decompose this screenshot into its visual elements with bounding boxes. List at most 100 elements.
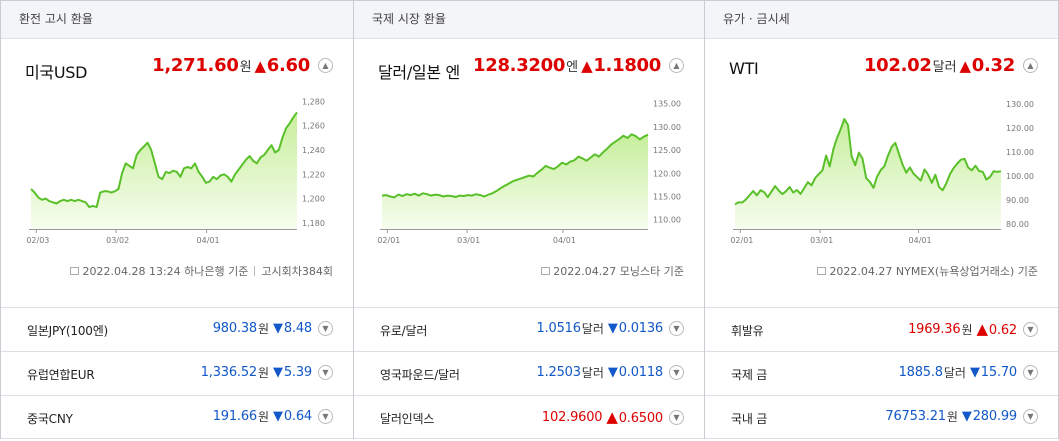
x-tick-label: 04/01 xyxy=(553,236,576,245)
document-icon xyxy=(817,267,827,275)
quote-name[interactable]: 휘발유 xyxy=(731,324,764,338)
source-note: 2022.04.28 13:24 하나은행 기준 고시회차384회 xyxy=(70,263,333,279)
quote-name[interactable]: 국내 금 xyxy=(731,412,768,426)
divider xyxy=(254,266,256,276)
quote-unit: 달러 xyxy=(943,366,966,380)
quote-name[interactable]: 국제 금 xyxy=(731,368,768,382)
y-tick-label: 120.00 xyxy=(1006,124,1034,133)
quote-value: 76753.21 xyxy=(885,409,946,424)
down-triangle-icon: ▼ xyxy=(961,409,972,424)
chevron-up-icon[interactable]: ▲ xyxy=(1023,58,1038,73)
y-tick-label: 80.00 xyxy=(1006,220,1029,229)
quote-list: 유로/달러 1.0516 달러 ▼ 0.0136 ▼ 영국파운드/달러 1.250… xyxy=(354,307,704,439)
chart-wti: 80.00 90.00 100.00 110.00 120.00 130.00 02/01 0… xyxy=(730,100,1034,245)
up-triangle-icon: ▲ xyxy=(581,57,593,75)
quote-name[interactable]: 달러인덱스 xyxy=(380,412,435,426)
list-item[interactable]: 유럽연합EUR 1,336.52 원 ▼5.39 ▼ xyxy=(1,351,353,395)
main-quote-row[interactable]: 미국USD 1,271.60 원 ▲6.60 ▲ xyxy=(1,53,353,85)
list-item[interactable]: 중국CNY 191.66 원 ▼0.64 ▼ xyxy=(1,395,353,439)
quote-name[interactable]: 일본JPY(100엔) xyxy=(27,324,109,338)
list-item[interactable]: 휘발유 1969.36 원 ▲0.62 ▼ xyxy=(705,307,1058,351)
x-tick-label: 02/03 xyxy=(26,236,49,245)
chevron-down-icon[interactable]: ▼ xyxy=(318,409,333,424)
quote-unit: 원 xyxy=(257,366,270,380)
series-line xyxy=(30,111,298,209)
main-quote-change: 1.1800 xyxy=(593,55,661,76)
chevron-down-icon[interactable]: ▼ xyxy=(1023,409,1038,424)
quote-unit: 원 xyxy=(257,410,270,424)
quote-name[interactable]: 유로/달러 xyxy=(380,324,428,338)
quote-change: 0.0136 xyxy=(618,321,663,336)
main-quote-name[interactable]: 달러/일본 엔 xyxy=(378,63,460,82)
y-tick-label: 1,280 xyxy=(302,97,325,106)
quote-unit: 원 xyxy=(961,322,973,337)
chevron-down-icon[interactable]: ▼ xyxy=(1023,365,1038,380)
chevron-down-icon[interactable]: ▼ xyxy=(318,365,333,380)
chevron-down-icon[interactable]: ▼ xyxy=(669,321,684,336)
down-triangle-icon: ▼ xyxy=(969,365,980,380)
quote-list: 일본JPY(100엔) 980.38 원 ▼8.48 ▼ 유럽연합EUR 1,3… xyxy=(1,307,353,439)
up-triangle-icon: ▲ xyxy=(606,408,618,426)
list-item[interactable]: 영국파운드/달러 1.2503 달러 ▼0.0118 ▼ xyxy=(354,351,704,395)
quote-unit: 달러 xyxy=(581,322,604,336)
y-tick-label: 120.00 xyxy=(653,169,681,178)
list-item[interactable]: 유로/달러 1.0516 달러 ▼0.0136 ▼ xyxy=(354,307,704,351)
chevron-up-icon[interactable]: ▲ xyxy=(669,58,684,73)
down-triangle-icon: ▼ xyxy=(273,321,283,336)
y-tick-label: 1,220 xyxy=(302,170,325,179)
x-tick-label: 03/01 xyxy=(810,236,833,245)
up-triangle-icon: ▲ xyxy=(976,320,989,338)
quote-value: 1,336.52 xyxy=(200,365,257,380)
y-tick-label: 110.00 xyxy=(1006,148,1034,157)
main-quote-name[interactable]: WTI xyxy=(729,59,759,78)
main-quote-row[interactable]: 달러/일본 엔 128.3200 엔 ▲1.1800 ▲ xyxy=(354,53,704,85)
notice-count: 고시회차384회 xyxy=(261,265,333,278)
quote-list: 휘발유 1969.36 원 ▲0.62 ▼ 국제 금 1885.8 달러 ▼15… xyxy=(705,307,1058,439)
up-triangle-icon: ▲ xyxy=(254,57,267,75)
down-triangle-icon: ▼ xyxy=(273,409,283,424)
chevron-down-icon[interactable]: ▼ xyxy=(1023,321,1038,337)
main-quote-unit: 원 xyxy=(239,60,252,75)
panel-header: 국제 시장 환율 xyxy=(354,1,704,39)
document-icon xyxy=(70,267,80,275)
main-quote-row[interactable]: WTI 102.02 달러 ▲0.32 ▲ xyxy=(705,53,1058,85)
chart-usd-jpy: 110.00 115.00 120.00 125.00 130.00 135.00 02/0… xyxy=(377,100,681,245)
source-text: 2022.04.28 13:24 하나은행 기준 xyxy=(82,265,249,278)
oil-gold-panel: 유가 · 금시세 WTI 102.02 달러 ▲0.32 ▲ 80.00 90.0… xyxy=(704,0,1059,439)
x-tick-label: 02/01 xyxy=(377,236,400,245)
quote-name[interactable]: 중국CNY xyxy=(27,412,73,426)
quote-value: 1.0516 xyxy=(536,321,581,336)
x-tick-label: 04/01 xyxy=(197,236,220,245)
y-tick-label: 1,260 xyxy=(302,122,325,131)
quote-name[interactable]: 유럽연합EUR xyxy=(27,368,95,382)
main-quote-change: 6.60 xyxy=(266,55,311,76)
list-item[interactable]: 국내 금 76753.21 원 ▼280.99 ▼ xyxy=(705,395,1058,439)
source-note: 2022.04.27 NYMEX(뉴욕상업거래소) 기준 xyxy=(817,263,1038,279)
quote-value: 1.2503 xyxy=(536,365,581,380)
series-area xyxy=(31,112,297,229)
down-triangle-icon: ▼ xyxy=(273,365,283,380)
y-tick-label: 1,200 xyxy=(302,195,325,204)
x-tick-label: 03/01 xyxy=(457,236,480,245)
chevron-down-icon[interactable]: ▼ xyxy=(318,321,333,336)
main-quote-unit: 달러 xyxy=(932,60,957,75)
chart-usd: 1,180 1,200 1,220 1,240 1,260 1,280 02/03 03/02… xyxy=(26,97,325,245)
main-quote-unit: 엔 xyxy=(566,60,579,75)
quote-change: 8.48 xyxy=(283,321,312,336)
chevron-up-icon[interactable]: ▲ xyxy=(318,58,333,73)
list-item[interactable]: 국제 금 1885.8 달러 ▼15.70 ▼ xyxy=(705,351,1058,395)
quote-value: 1969.36 xyxy=(908,321,961,337)
chevron-down-icon[interactable]: ▼ xyxy=(669,409,684,425)
list-item[interactable]: 달러인덱스 102.9600 ▲0.6500 ▼ xyxy=(354,395,704,439)
main-quote-name[interactable]: 미국USD xyxy=(25,63,88,82)
list-item[interactable]: 일본JPY(100엔) 980.38 원 ▼8.48 ▼ xyxy=(1,307,353,351)
main-quote-value: 102.02 xyxy=(863,55,932,76)
chevron-down-icon[interactable]: ▼ xyxy=(669,365,684,380)
series-line xyxy=(381,133,649,199)
y-tick-label: 135.00 xyxy=(653,100,681,109)
y-tick-label: 130.00 xyxy=(1006,100,1034,109)
y-tick-label: 110.00 xyxy=(653,216,681,225)
quote-name[interactable]: 영국파운드/달러 xyxy=(380,368,460,382)
quote-change: 0.62 xyxy=(988,323,1017,338)
quote-change: 0.64 xyxy=(283,409,312,424)
